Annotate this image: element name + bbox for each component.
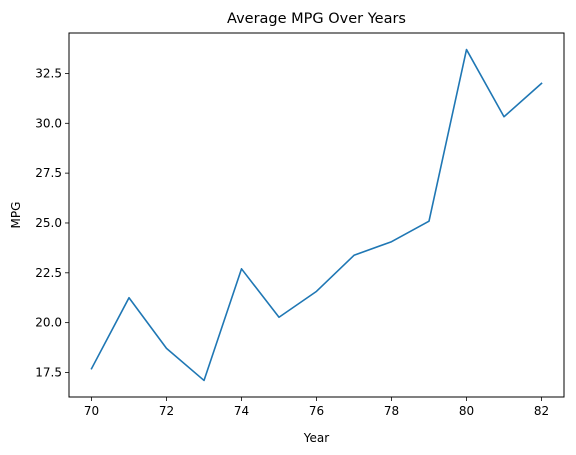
data-point — [165, 347, 167, 349]
y-tick-label: 25.0 — [35, 216, 62, 230]
data-point — [428, 220, 430, 222]
x-axis: 70 72 74 76 78 80 82 — [84, 397, 549, 418]
x-axis-label: Year — [303, 431, 329, 445]
x-tick-label: 72 — [159, 404, 174, 418]
data-point — [353, 254, 355, 256]
chart-title: Average MPG Over Years — [227, 11, 406, 27]
data-point — [540, 82, 542, 84]
data-point — [390, 241, 392, 243]
y-tick-label: 20.0 — [35, 316, 62, 330]
y-tick-label: 27.5 — [35, 166, 62, 180]
data-point — [203, 379, 205, 381]
data-point — [240, 268, 242, 270]
data-point — [465, 48, 467, 50]
data-point — [503, 116, 505, 118]
y-tick-label: 30.0 — [35, 116, 62, 130]
x-tick-label: 74 — [234, 404, 249, 418]
data-point — [128, 297, 130, 299]
x-tick-label: 70 — [84, 404, 99, 418]
y-tick-label: 22.5 — [35, 266, 62, 280]
data-point — [315, 290, 317, 292]
y-axis-label: MPG — [9, 202, 23, 229]
x-tick-label: 82 — [534, 404, 549, 418]
plot-area — [68, 32, 565, 398]
data-point — [278, 316, 280, 318]
x-tick-label: 76 — [309, 404, 324, 418]
x-tick-label: 78 — [384, 404, 399, 418]
data-point — [90, 367, 92, 369]
x-tick-label: 80 — [459, 404, 474, 418]
y-tick-label: 17.5 — [35, 365, 62, 379]
y-axis: 17.5 20.0 22.5 25.0 27.5 30.0 32.5 — [35, 66, 69, 379]
series-layer — [90, 48, 543, 382]
series-line — [90, 48, 543, 382]
y-tick-label: 32.5 — [35, 66, 62, 80]
